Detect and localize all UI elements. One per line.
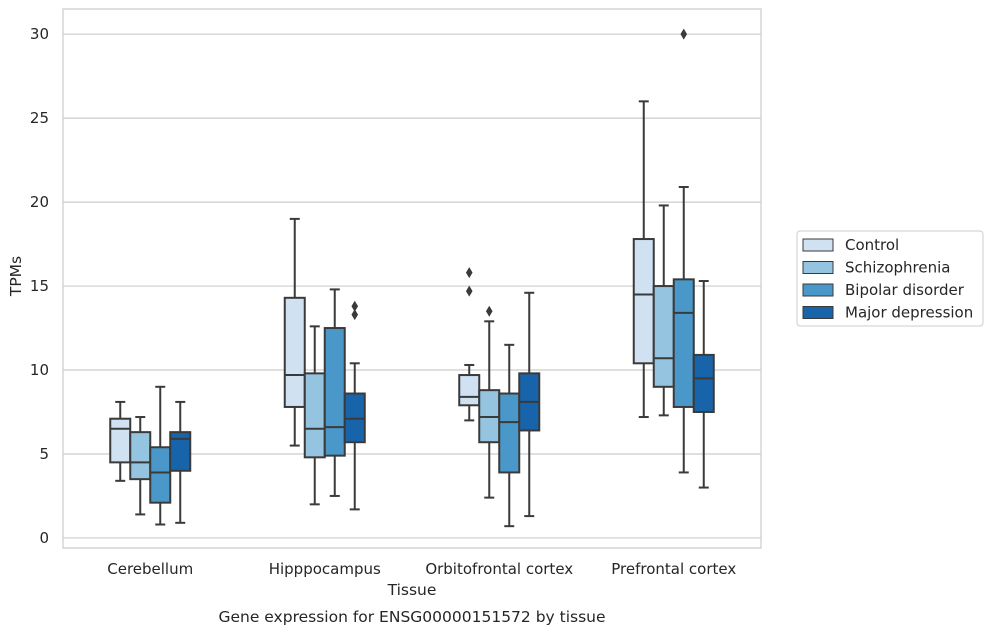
box-body <box>149 446 172 504</box>
y-tick-label: 25 <box>30 109 49 127</box>
legend-swatch <box>802 306 834 319</box>
box-bipolar-disorder-orbitofrontal-cortex <box>498 343 521 528</box>
y-tick-label: 5 <box>39 445 49 463</box>
x-tick-label: Orbitofrontal cortex <box>425 560 573 578</box>
legend-swatch <box>802 238 834 252</box>
box-body <box>323 327 346 457</box>
box-body <box>109 417 132 464</box>
legend-swatch <box>802 261 834 274</box>
box-body <box>458 374 481 407</box>
box-body <box>692 353 715 413</box>
legend: Control Schizophrenia Bipolar disorder Majo… <box>796 230 984 327</box>
box-body <box>129 431 152 481</box>
outlier-point <box>465 267 473 279</box>
x-tick-label: Cerebellum <box>107 560 193 578</box>
box-schizophrenia-orbitofrontal-cortex <box>478 305 501 499</box>
box-major-depression-hipppocampus <box>343 300 366 511</box>
legend-frame <box>796 230 984 327</box>
legend-swatch <box>802 283 834 297</box>
box-control-hipppocampus <box>283 217 306 447</box>
box-control-orbitofrontal-cortex <box>458 267 481 422</box>
box-bipolar-disorder-prefrontal-cortex <box>672 28 695 474</box>
box-bipolar-disorder-cerebellum <box>149 385 172 526</box>
legend-label: Bipolar disorder <box>845 281 965 299</box>
legend-label: Control <box>845 236 899 254</box>
y-tick-label: 10 <box>30 361 49 379</box>
y-tick-label: 15 <box>30 277 49 295</box>
box-body <box>498 392 521 474</box>
legend-label: Major depression <box>845 304 973 322</box>
y-tick-labels: 0 5 10 15 20 25 30 <box>30 25 49 547</box>
box-control-prefrontal-cortex <box>632 100 655 419</box>
outlier-point <box>680 28 688 40</box>
box-schizophrenia-hipppocampus <box>303 325 326 506</box>
box-body <box>652 285 675 388</box>
outlier-point <box>485 305 493 317</box>
box-body <box>632 238 655 365</box>
box-bipolar-disorder-hipppocampus <box>323 288 346 497</box>
box-major-depression-orbitofrontal-cortex <box>518 291 541 518</box>
box-schizophrenia-prefrontal-cortex <box>652 204 675 417</box>
box-major-depression-prefrontal-cortex <box>692 280 715 489</box>
box-schizophrenia-cerebellum <box>129 416 152 516</box>
box-body <box>169 431 192 472</box>
y-tick-label: 0 <box>39 529 49 547</box>
y-tick-label: 30 <box>30 25 49 43</box>
outlier-point <box>351 309 359 321</box>
box-body <box>283 296 306 408</box>
legend-label: Schizophrenia <box>845 259 950 277</box>
x-axis-label: Tissue <box>387 581 437 599</box>
outlier-point <box>351 300 359 312</box>
box-major-depression-cerebellum <box>169 400 192 524</box>
y-tick-label: 20 <box>30 193 49 211</box>
x-tick-label: Prefrontal cortex <box>611 560 736 578</box>
plot-frame <box>62 8 762 549</box>
box-control-cerebellum <box>109 400 132 482</box>
outlier-point <box>465 285 473 297</box>
figure-caption: Gene expression for ENSG00000151572 by t… <box>218 608 605 626</box>
plot-boxes <box>109 28 715 528</box>
box-body <box>672 278 695 408</box>
x-tick-labels: Cerebellum Hipppocampus Orbitofrontal cort… <box>107 560 736 578</box>
box-body <box>303 372 326 459</box>
y-axis-label: TPMs <box>7 256 25 297</box>
x-tick-label: Hipppocampus <box>269 560 381 578</box>
